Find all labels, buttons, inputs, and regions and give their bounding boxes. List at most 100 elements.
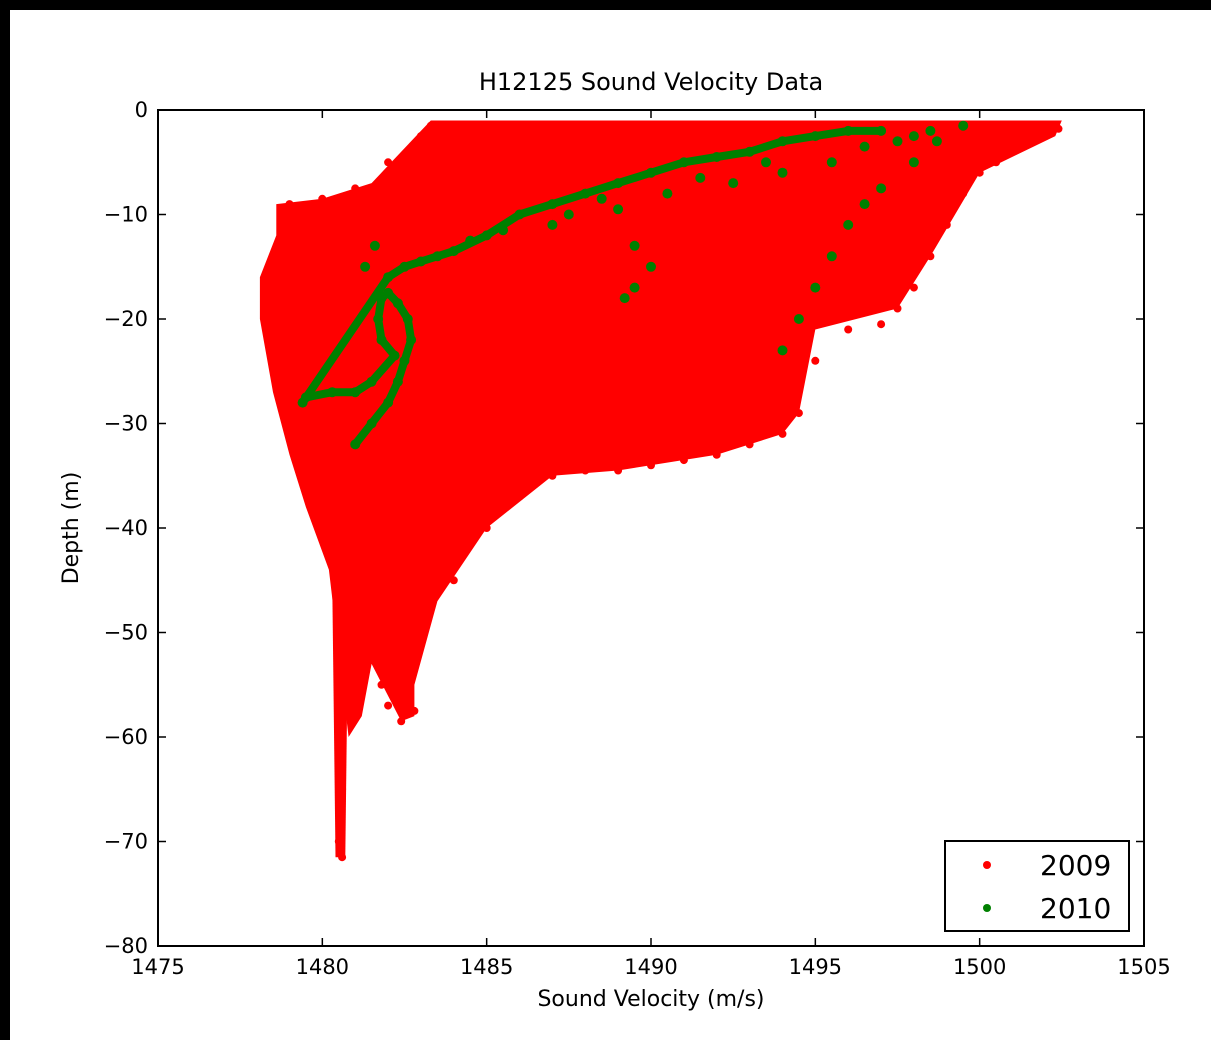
data-point (793, 314, 804, 324)
data-point (614, 315, 623, 323)
data-point (351, 419, 360, 428)
scatter-marks (262, 120, 1063, 862)
data-point (810, 131, 821, 142)
data-point (777, 136, 788, 147)
data-point (366, 418, 377, 429)
data-point (449, 576, 458, 585)
data-point (596, 193, 607, 204)
y-axis-label: Depth (m) (59, 472, 84, 585)
x-tick-label: 1480 (296, 955, 349, 979)
y-tick-label: −40 (104, 516, 148, 540)
data-point (383, 397, 394, 408)
data-point (777, 167, 788, 178)
y-tick-label: −60 (104, 725, 148, 749)
data-point (448, 246, 459, 257)
data-point (426, 121, 435, 130)
data-point (397, 717, 406, 726)
data-point (811, 356, 820, 365)
x-tick-label: 1490 (624, 955, 677, 979)
x-axis-label: Sound Velocity (m/s) (537, 987, 764, 1012)
data-point (892, 136, 903, 147)
series-2009 (262, 121, 1063, 862)
x-tick-label: 1495 (789, 955, 842, 979)
data-point (389, 350, 400, 361)
data-point (547, 199, 558, 210)
data-point (331, 555, 340, 564)
data-point (931, 136, 942, 147)
y-tick-label: −80 (104, 934, 148, 958)
data-point (376, 293, 387, 304)
data-point (563, 209, 574, 220)
data-point (876, 125, 887, 136)
data-point (399, 355, 410, 366)
data-point (515, 492, 524, 501)
data-point (942, 126, 951, 135)
data-point (384, 471, 393, 480)
data-point (305, 471, 314, 480)
data-point (548, 471, 557, 480)
data-point (481, 230, 492, 241)
data-point (292, 419, 300, 428)
data-point (646, 167, 656, 178)
y-tick-label: −20 (104, 307, 148, 331)
data-point (415, 256, 426, 267)
data-point (402, 314, 413, 324)
data-point (859, 199, 870, 210)
data-point (406, 334, 417, 345)
data-point (909, 283, 918, 292)
data-point (794, 409, 803, 418)
data-point (327, 387, 338, 398)
data-point (449, 471, 458, 480)
data-point (465, 235, 476, 246)
data-point (581, 466, 590, 475)
data-point (297, 397, 308, 408)
data-point (959, 189, 968, 198)
data-point (744, 146, 755, 157)
data-point (377, 680, 386, 689)
data-point (908, 131, 919, 142)
data-point (942, 220, 951, 229)
chart-title: H12125 Sound Velocity Data (479, 68, 823, 96)
data-point (908, 157, 919, 168)
data-point (547, 219, 558, 230)
data-point (384, 701, 393, 710)
data-point (893, 304, 902, 313)
data-point (695, 172, 706, 183)
data-point (498, 225, 509, 236)
data-point (399, 261, 410, 272)
legend-label-2009: 2009 (1040, 849, 1111, 882)
data-point (958, 120, 969, 131)
data-point (548, 367, 557, 376)
data-point (1025, 137, 1033, 146)
data-point (777, 345, 788, 356)
data-point (1054, 124, 1063, 133)
data-point (876, 183, 887, 194)
data-point (360, 261, 371, 272)
legend-label-2010: 2010 (1040, 892, 1111, 925)
data-point (843, 125, 854, 136)
data-point (338, 785, 347, 794)
data-point (647, 294, 655, 303)
data-point (843, 219, 854, 230)
data-point (810, 282, 821, 293)
data-point (338, 853, 347, 862)
data-point (383, 272, 394, 283)
data-point (351, 184, 360, 193)
y-axis: 0 −10 −20 −30 −40 −50 −60 −70 −80 (104, 98, 1144, 958)
data-point (826, 157, 837, 168)
data-point (678, 157, 689, 168)
series-2010 (297, 120, 969, 450)
data-point (416, 132, 425, 141)
data-point (712, 252, 721, 261)
data-point (811, 189, 820, 198)
data-point (350, 439, 361, 450)
data-point (278, 231, 287, 240)
legend-marker-2009 (983, 861, 991, 869)
data-point (679, 456, 688, 465)
data-point (514, 209, 525, 220)
data-point (1008, 147, 1017, 156)
data-point (376, 334, 387, 345)
data-point (423, 597, 432, 606)
data-point (285, 200, 294, 209)
data-point (350, 387, 361, 398)
